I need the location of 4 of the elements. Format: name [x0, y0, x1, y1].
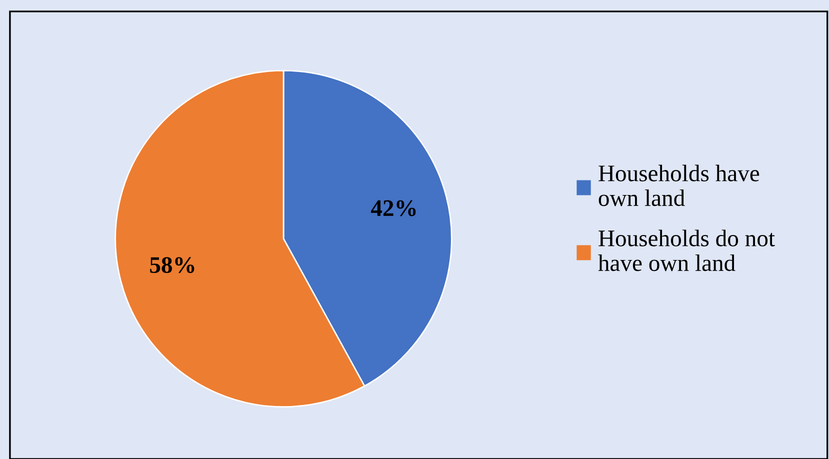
legend-label: Households do not have own land: [598, 230, 775, 272]
data-label: 58%: [150, 257, 194, 274]
data-label: 42%: [370, 200, 416, 216]
legend-label: Households have own land: [598, 164, 760, 206]
